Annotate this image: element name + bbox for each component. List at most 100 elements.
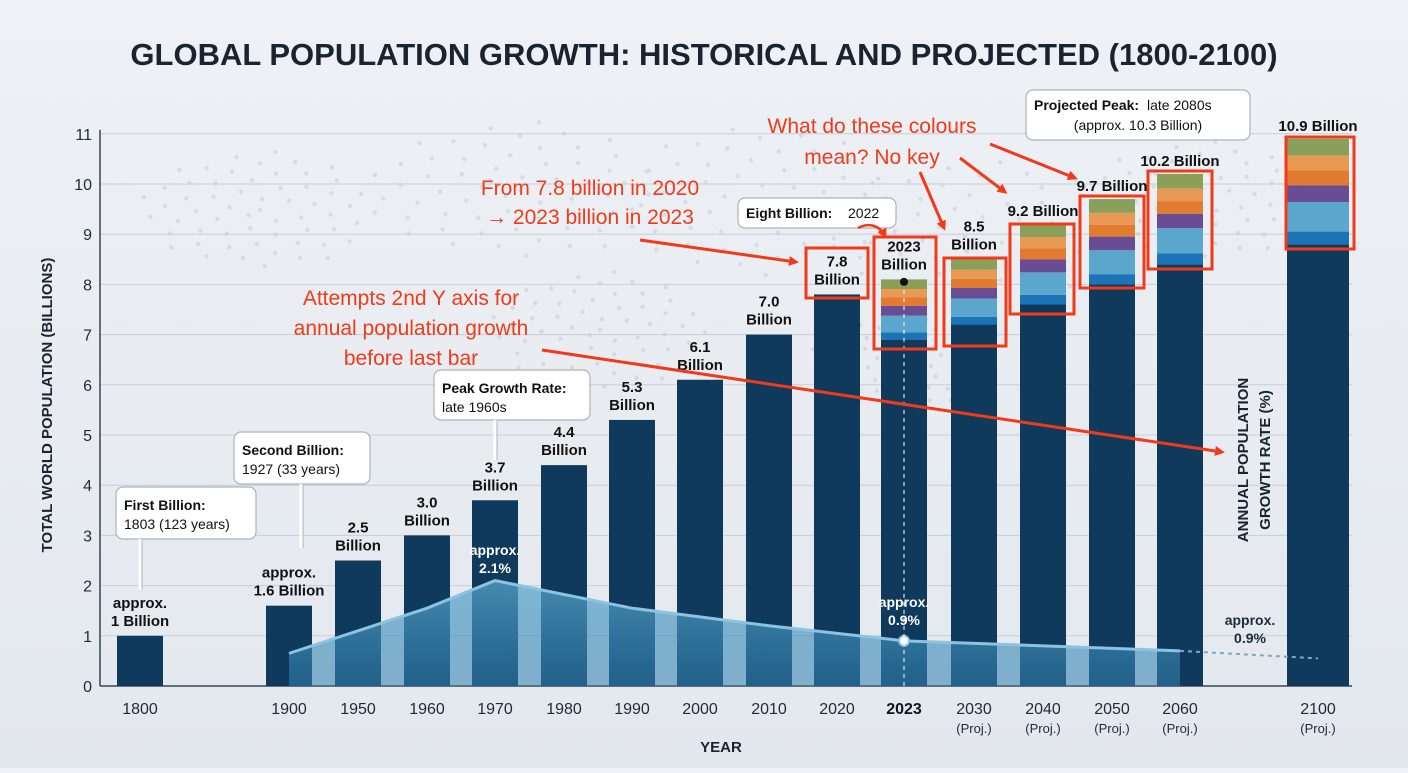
map-dot (611, 371, 617, 376)
callout-first-billion: First Billion: 1803 (123 years) (115, 486, 257, 590)
bar-segment (1157, 228, 1203, 254)
map-dot (569, 196, 574, 201)
bar-segment (881, 332, 927, 340)
map-dot (354, 220, 360, 226)
map-dot (292, 159, 298, 164)
map-dot (945, 386, 950, 392)
map-dot (630, 279, 635, 284)
map-dot (654, 247, 659, 252)
bar-value-label: 7.0 (759, 294, 780, 311)
map-dot (938, 352, 944, 358)
growth-label-2023: approx. (879, 594, 930, 610)
bar-segment (951, 269, 997, 279)
map-dot (257, 161, 263, 166)
map-dot (876, 325, 882, 331)
map-dot (641, 347, 646, 353)
bar-segment (1287, 202, 1349, 232)
bar-base (1157, 264, 1203, 686)
x-tick-sublabel: (Proj.) (1094, 721, 1129, 736)
bar-base (1287, 244, 1349, 687)
map-dot (841, 175, 846, 180)
y-tick-label: 11 (75, 127, 92, 144)
map-dot (757, 135, 763, 141)
map-dot (870, 180, 875, 186)
map-dot (624, 318, 629, 323)
growth-rate-line (288, 579, 1181, 655)
map-dot (195, 241, 201, 246)
bar (117, 635, 163, 686)
annotation-colours-line1: What do these colours (768, 115, 977, 138)
map-dot (980, 215, 985, 220)
bar-value-label: 3.7 (485, 459, 506, 476)
annotation-axis-line1: Attempts 2nd Y axis for (303, 287, 519, 310)
map-dot (576, 274, 581, 280)
y-tick-label: 3 (83, 528, 92, 545)
map-dot (530, 316, 535, 321)
map-dot (812, 166, 817, 172)
x-tick-sublabel: (Proj.) (1162, 721, 1197, 736)
bar-segment (1157, 201, 1203, 214)
map-dot (451, 139, 456, 144)
map-dot (1039, 185, 1045, 190)
map-dot (459, 172, 465, 177)
y-tick-label: 1 (83, 629, 92, 646)
map-dot (1232, 149, 1238, 154)
growth-rate-area (289, 580, 1180, 686)
bar-segment (1287, 155, 1349, 171)
callout-projected-peak: Projected Peak: late 2080s (approx. 10.3 B… (1025, 89, 1251, 141)
y-tick-label: 5 (83, 428, 92, 445)
bar-segment (1287, 231, 1349, 245)
arrow-to-2020 (639, 238, 799, 266)
chart-title: GLOBAL POPULATION GROWTH: HISTORICAL AND… (130, 37, 1277, 72)
map-dot (644, 169, 649, 174)
map-dot (359, 191, 364, 197)
map-dot (862, 346, 868, 351)
map-dot (1039, 200, 1045, 206)
bar-value-label-unit: 1.6 Billion (254, 583, 325, 600)
x-tick-label: 2050 (1094, 701, 1130, 718)
map-dot (719, 229, 724, 234)
x-tick-label: 1960 (409, 701, 445, 718)
map-dot (464, 198, 469, 203)
bar-value-label-unit: Billion (404, 512, 450, 529)
map-dot (705, 162, 711, 167)
map-dot (730, 127, 735, 132)
map-dot (372, 210, 377, 215)
map-dot (597, 228, 602, 233)
map-dot (1202, 254, 1208, 259)
callout-text: 1927 (33 years) (242, 461, 340, 477)
callout-box (433, 369, 591, 421)
callout-text-2: (approx. 10.3 Billion) (1074, 117, 1202, 133)
map-dot (688, 225, 693, 230)
bar-segment (1020, 294, 1066, 305)
map-dot (167, 231, 173, 236)
map-dot (597, 327, 603, 333)
map-dot (754, 242, 759, 248)
x-tick-label: 2020 (819, 701, 855, 718)
bar-group-2060: 10.2 Billion 2060 (Proj.) (1140, 153, 1219, 736)
map-dot (964, 249, 970, 254)
map-dot (515, 351, 520, 356)
callout-title: Second Billion: (242, 442, 344, 458)
bar-group-1800: approx.1 Billion 1800 (111, 595, 169, 718)
y-tick-label: 9 (83, 227, 92, 244)
map-dot (1239, 205, 1244, 210)
map-dot (429, 156, 434, 161)
map-dot (683, 199, 688, 205)
map-dot (510, 323, 515, 328)
arrow-to-2030 (918, 171, 946, 231)
map-dot (862, 192, 868, 197)
map-dot (380, 196, 386, 201)
map-dot (162, 203, 168, 208)
map-dot (505, 209, 510, 214)
map-dot (612, 291, 617, 296)
map-dot (1197, 151, 1203, 156)
map-dot (1252, 191, 1257, 197)
map-dot (597, 281, 603, 286)
map-dot (520, 175, 525, 180)
map-dot (1265, 246, 1270, 251)
map-dot (738, 262, 743, 267)
map-dot (548, 286, 554, 291)
map-dot (522, 338, 528, 344)
